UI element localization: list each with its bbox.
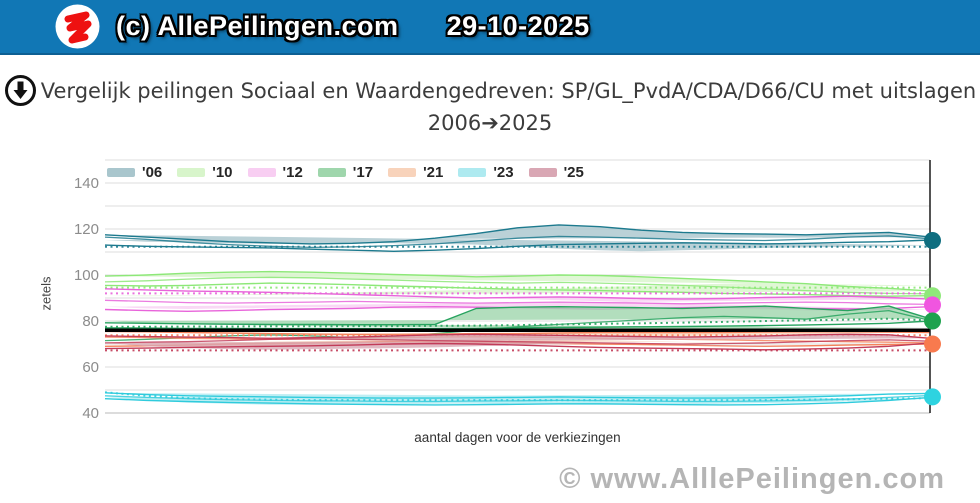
download-circle-icon[interactable] — [4, 74, 37, 107]
legend-swatch-10 — [177, 168, 206, 177]
legend-item-21[interactable]: '21 — [388, 164, 443, 181]
legend-item-17[interactable]: '17 — [317, 164, 374, 181]
x-axis-label: aantal dagen voor de verkiezingen — [414, 430, 621, 445]
chart-canvas: 40 60 80 100 120 140 — [74, 159, 941, 422]
legend-swatch-06 — [107, 168, 135, 177]
legend-swatch-25 — [528, 168, 557, 177]
svg-text:140: 140 — [74, 175, 99, 192]
legend-label-21: '21 — [423, 164, 444, 181]
legend-label-17: '17 — [352, 164, 374, 181]
legend-swatch-17 — [317, 168, 346, 177]
legend-swatch-12 — [247, 168, 276, 177]
site-logo-icon — [55, 4, 100, 49]
page-title-line2: 2006➔2025 — [427, 111, 553, 135]
legend-item-06[interactable]: '06 — [107, 164, 162, 181]
watermark: © www.AlllePeilingen.com — [559, 463, 945, 495]
header-date: 29-10-2025 — [446, 11, 590, 41]
svg-text:100: 100 — [74, 267, 99, 284]
legend-swatch-23 — [458, 168, 487, 177]
page-title: Vergelijk peilingen Sociaal en Waardenge… — [0, 74, 980, 139]
svg-text:60: 60 — [82, 359, 99, 376]
legend-label-12: '12 — [282, 164, 303, 181]
legend-label-06: '06 — [142, 164, 163, 181]
legend-label-25: '25 — [563, 164, 584, 181]
legend-item-23[interactable]: '23 — [458, 164, 514, 181]
legend-item-10[interactable]: '10 — [177, 164, 233, 181]
chart-legend: '06 '10 '12 '17 '21 '23 '25 — [107, 164, 584, 181]
svg-text:120: 120 — [74, 221, 99, 238]
legend-label-23: '23 — [493, 164, 514, 181]
page-title-line1: Vergelijk peilingen Sociaal en Waardenge… — [40, 79, 977, 103]
svg-text:80: 80 — [82, 313, 99, 330]
legend-item-12[interactable]: '12 — [247, 164, 303, 181]
legend-item-25[interactable]: '25 — [528, 164, 584, 181]
app-header: (c) AllePeilingen.com 29-10-2025 — [0, 0, 980, 55]
site-copyright-label: (c) AllePeilingen.com — [116, 11, 399, 41]
svg-text:40: 40 — [82, 405, 99, 422]
legend-label-10: '10 — [212, 164, 233, 181]
legend-swatch-21 — [388, 168, 417, 177]
y-axis-label: zetels — [38, 276, 54, 311]
